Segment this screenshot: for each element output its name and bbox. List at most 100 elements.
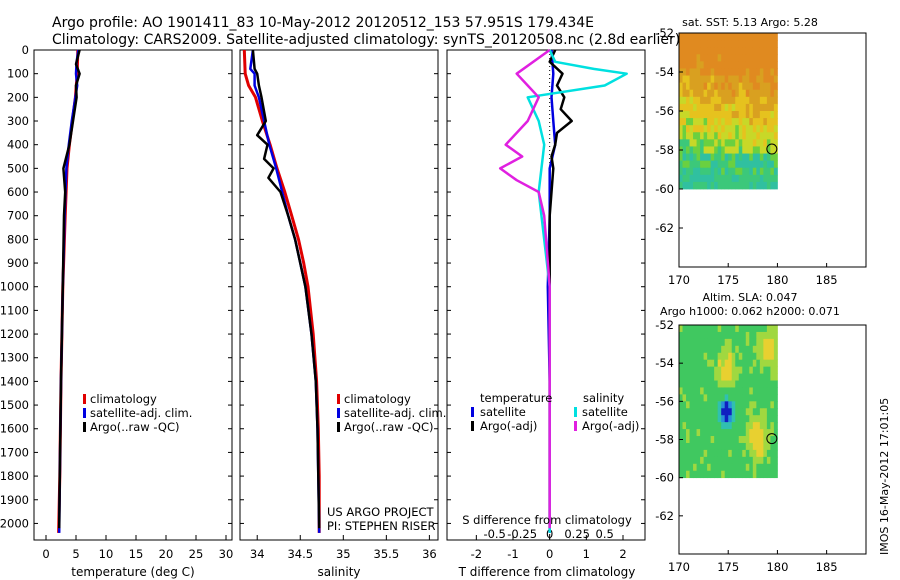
map-cell [721, 96, 726, 105]
map-cell [682, 352, 687, 361]
map-cell [710, 96, 715, 105]
map-cell [773, 408, 778, 416]
map-cell [742, 111, 747, 119]
map-cell [717, 61, 722, 69]
map-cell [773, 82, 778, 91]
map-cell [759, 470, 764, 479]
map-cell [724, 61, 729, 69]
map-cell [738, 408, 743, 416]
map-cell [686, 103, 690, 112]
map-cell [717, 442, 722, 451]
map-cell [707, 111, 712, 119]
map-cell [703, 96, 708, 105]
map-cell [696, 387, 701, 395]
map-cell [717, 54, 722, 62]
map-cell [682, 394, 687, 402]
map-cell [738, 456, 743, 465]
map-cell [735, 442, 740, 451]
map-cell [693, 373, 697, 381]
map-cell [693, 408, 697, 416]
map-cell [689, 96, 694, 105]
map-cell [735, 470, 740, 479]
map-cell [728, 436, 733, 444]
map-cell [749, 366, 754, 374]
map-cell [738, 167, 743, 176]
map-cell [682, 96, 687, 105]
map-cell [745, 118, 750, 126]
map-cell [731, 373, 736, 381]
credit-project: US ARGO PROJECT [327, 505, 435, 519]
map-cell [770, 331, 775, 340]
y-tick-label: 1900 [0, 493, 29, 507]
map-cell [756, 103, 761, 112]
map-cell [770, 82, 775, 91]
map-cell [773, 153, 778, 162]
map-cell [724, 118, 729, 126]
map-cell [710, 33, 715, 41]
temperature-panel-frame [33, 49, 233, 541]
map-cell [728, 118, 733, 126]
map-cell [721, 103, 726, 112]
map-cell [735, 394, 740, 402]
map-cell [700, 359, 705, 368]
x-tick-label: 175 [717, 560, 739, 574]
map-cell [707, 387, 712, 395]
map-cell [707, 449, 712, 458]
series-line-salinity-argo-adj- [498, 48, 551, 529]
map-cell [752, 118, 757, 126]
map-cell [759, 449, 764, 458]
map-cell [742, 68, 747, 76]
map-cell [696, 89, 701, 98]
map-cell [696, 125, 701, 133]
map-cell [756, 181, 761, 190]
map-cell [738, 54, 743, 62]
map-cell [731, 103, 736, 112]
map-cell [759, 118, 764, 126]
map-cell [689, 408, 694, 416]
map-cell [742, 33, 747, 41]
map-cell [707, 68, 712, 76]
map-cell [728, 103, 733, 112]
map-cell [693, 470, 697, 479]
map-cell [731, 387, 736, 395]
map-cell [749, 103, 754, 112]
map-cell [773, 47, 778, 55]
map-cell [721, 146, 726, 154]
map-cell [686, 61, 690, 69]
map-cell [759, 82, 764, 91]
map-cell [686, 463, 690, 472]
map-cell [770, 167, 775, 176]
map-cell [689, 470, 694, 479]
x-tick-label: 34 [250, 547, 265, 561]
map-cell [731, 429, 736, 437]
sla-map-title-1: Altim. SLA: 0.047 [702, 291, 797, 304]
map-cell [724, 373, 729, 381]
map-cell [696, 118, 701, 126]
map-cell [693, 325, 697, 333]
map-cell [749, 352, 754, 361]
map-cell [686, 394, 690, 402]
map-cell [749, 132, 754, 140]
map-cell [735, 174, 740, 183]
map-cell [731, 449, 736, 458]
map-cell [689, 160, 694, 169]
map-cell [686, 40, 690, 48]
map-cell [714, 89, 719, 98]
map-cell [763, 89, 768, 98]
map-cell [752, 181, 757, 190]
map-cell [766, 380, 771, 388]
map-cell [682, 160, 687, 169]
map-cell [756, 422, 761, 430]
map-cell [686, 415, 690, 423]
x-tick-label: 30 [219, 547, 234, 561]
map-cell [759, 132, 764, 140]
map-cell [710, 181, 715, 190]
map-cell [770, 429, 775, 437]
map-cell [752, 96, 757, 105]
y-tick-label: -58 [655, 143, 674, 157]
y-tick-label: 900 [7, 256, 29, 270]
map-cell [693, 338, 697, 347]
map-cell [724, 436, 729, 444]
map-cell [749, 160, 754, 169]
map-cell [717, 401, 722, 409]
